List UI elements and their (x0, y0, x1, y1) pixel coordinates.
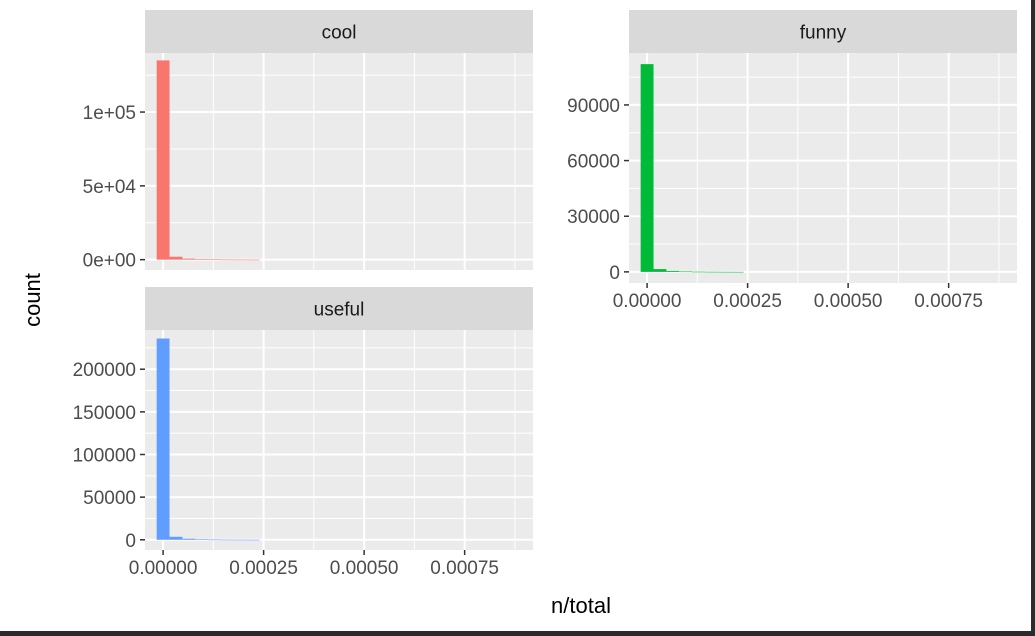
histogram-bar (233, 539, 247, 541)
x-axis-title: n/total (551, 593, 611, 618)
x-tick-label: 0.00050 (330, 558, 399, 579)
histogram-bar (692, 271, 705, 273)
histogram-bar (208, 259, 221, 261)
histogram-bar (182, 538, 196, 540)
facet-strip-funny (629, 10, 1017, 53)
y-tick-label: 100000 (73, 445, 136, 466)
x-tick-label: 0.00075 (914, 291, 983, 312)
x-tick-label: 0.00075 (430, 558, 499, 579)
facet-strip-useful (145, 287, 533, 330)
panel-background-useful (145, 330, 533, 550)
x-tick-label: 0.00025 (229, 558, 298, 579)
histogram-bar (220, 259, 234, 261)
facet-label-funny: funny (800, 23, 847, 44)
x-tick-label: 0.00025 (713, 291, 782, 312)
facet-strip-cool (145, 10, 533, 53)
histogram-bar (666, 270, 680, 272)
x-tick-label: 0.00000 (129, 558, 198, 579)
facet-label-useful: useful (314, 300, 365, 321)
x-tick-label: 0.00050 (814, 291, 883, 312)
y-tick-label: 1e+05 (83, 103, 136, 124)
histogram-bar (246, 259, 260, 261)
y-tick-label: 0 (125, 531, 136, 552)
histogram-bar (246, 539, 260, 541)
histogram-bar (679, 271, 693, 273)
histogram-bar (233, 259, 247, 261)
facet-panel-useful: useful 0 50000 100000 150000 200000 0.00000 0.0… (73, 287, 533, 579)
facet-panel-funny: funny 0 30000 60000 90000 0.00000 0.00025 0.000… (567, 10, 1017, 312)
x-tick-label: 0.00000 (613, 291, 682, 312)
y-tick-label: 0e+00 (83, 251, 136, 272)
histogram-bar (208, 539, 221, 541)
y-tick-label: 60000 (567, 152, 620, 173)
histogram-bar (704, 271, 718, 273)
y-tick-label: 90000 (567, 96, 620, 117)
histogram-bar (156, 338, 170, 540)
histogram-bar (730, 271, 744, 273)
histogram-bar (653, 269, 667, 272)
histogram-bar (195, 259, 209, 260)
y-tick-label: 50000 (83, 488, 136, 509)
y-tick-label: 150000 (73, 403, 136, 424)
y-tick-label: 0 (609, 263, 620, 284)
histogram-bar (195, 539, 209, 540)
panel-background-cool (145, 53, 533, 270)
y-tick-label: 200000 (73, 360, 136, 381)
histogram-bar (169, 256, 183, 260)
histogram-bar (182, 258, 196, 260)
y-axis-title: count (20, 273, 45, 327)
histogram-bar (220, 539, 234, 541)
y-tick-label: 5e+04 (83, 177, 137, 198)
histogram-bar (717, 271, 731, 273)
y-tick-label: 30000 (567, 207, 620, 228)
histogram-bar (169, 536, 183, 540)
facet-label-cool: cool (322, 23, 357, 44)
facet-panel-cool: cool 0e+00 5e+04 1e+05 (83, 10, 533, 272)
panel-background-funny (629, 53, 1017, 283)
histogram-bar (156, 60, 170, 260)
histogram-bar (640, 64, 654, 272)
